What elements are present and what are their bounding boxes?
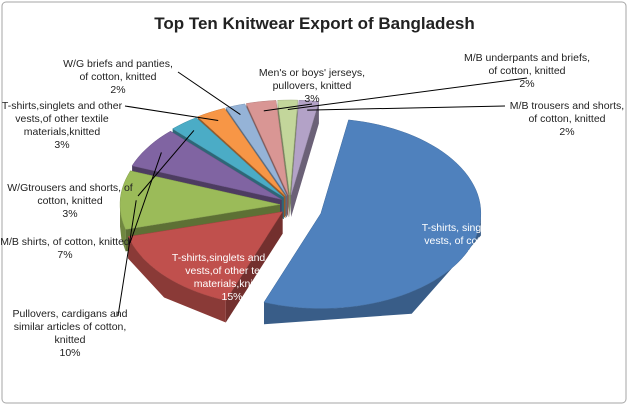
slice [290,99,320,196]
data-label: Pullovers, cardigans and similar article… [5,308,135,360]
slice [245,100,289,196]
slice-side [291,101,319,218]
data-label: T-shirts, singlets & other vests, of cot… [413,222,543,261]
slice-side [225,211,283,323]
label-name: W/G briefs and panties, of cotton, knitt… [63,58,173,83]
label-name: M/B trousers and shorts, of cotton, knit… [509,100,625,125]
label-value: 2% [519,78,535,90]
slice [277,99,298,196]
slice [197,108,286,197]
label-name: M/B shirts, of cotton, knitted [0,236,130,248]
leader-line [263,103,313,112]
label-name: Men's or boys' jerseys, pullovers, knitt… [258,67,366,92]
slice [131,130,282,200]
label-name: W/Gtrousers and shorts, of cotton, knitt… [7,182,133,207]
label-value: 7% [57,249,73,261]
slice-wall [120,204,126,252]
label-name: M/B underpants and briefs, of cotton, kn… [463,52,591,77]
label-value: 2% [559,126,575,138]
data-label: T-shirts,singlets and other vests,of oth… [0,100,125,152]
data-label: W/G briefs and panties, of cotton, knitt… [58,58,178,97]
leader-line [287,77,528,110]
slice [263,119,482,309]
leader-line [137,130,195,197]
data-label: M/B shirts, of cotton, knitted 7% [0,236,130,262]
label-name: T-shirts,singlets and other vests,of oth… [1,100,123,138]
leader-line [307,105,506,111]
leader-line [129,152,162,244]
chart-title: Top Ten Knitwear Export of Bangladesh [154,14,475,33]
label-value: 10% [59,347,81,359]
label-name: T-shirts,singlets and other vests,of oth… [171,252,293,290]
data-label: M/B trousers and shorts, of cotton, knit… [505,100,629,139]
slice-wall [264,213,481,325]
label-value: 3% [62,208,78,220]
slice [172,117,284,198]
data-label: Men's or boys' jerseys, pullovers, knitt… [257,67,367,106]
label-value: 53% [467,248,489,260]
label-name: T-shirts, singlets & other vests, of cot… [421,222,535,247]
label-name: Pullovers, cardigans and similar article… [12,308,128,346]
slice-wall [128,236,226,323]
label-value: 3% [54,139,70,151]
label-value: 15% [221,291,243,303]
leader-line [124,105,219,121]
label-value: 3% [304,93,320,105]
slice [225,103,288,196]
slice [127,211,284,301]
leader-line [117,200,137,317]
data-label: W/Gtrousers and shorts, of cotton, knitt… [3,182,138,221]
label-value: 2% [110,84,126,96]
leader-line [177,71,241,116]
data-label: M/B underpants and briefs, of cotton, kn… [462,52,592,91]
data-label: T-shirts,singlets and other vests,of oth… [165,252,300,304]
slice [119,170,281,230]
